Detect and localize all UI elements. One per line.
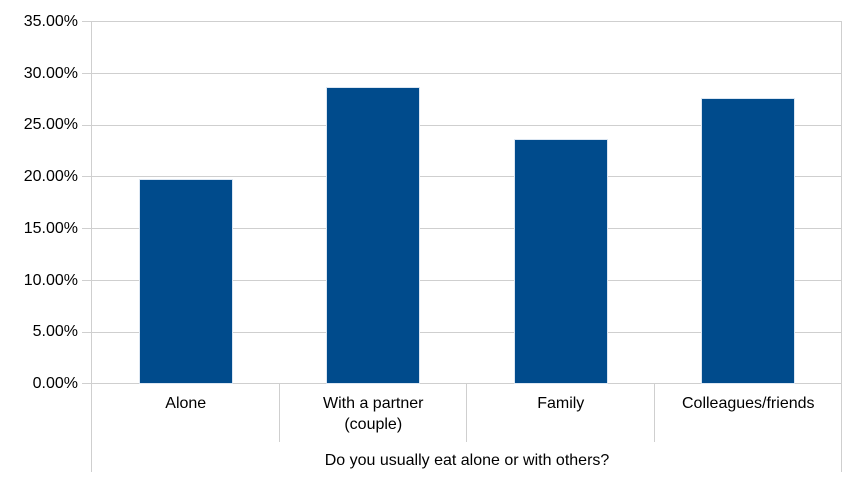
y-axis-tick-label: 0.00% [32,375,78,392]
y-axis-tick-label: 35.00% [23,13,78,30]
category-separator [653,384,655,442]
category-separator [278,384,280,442]
category-label: Colleagues/friends [681,395,815,412]
gridline [82,176,842,178]
bar [701,97,796,384]
category-label: With a partner (couple) [323,395,424,433]
category-separator [466,384,468,442]
y-axis-tick-label: 20.00% [23,168,78,186]
y-axis-tick-label: 30.00% [23,64,78,82]
bar [513,138,608,384]
y-axis-line [91,22,93,472]
gridline [82,228,842,230]
gridline [82,331,842,333]
y-axis-tick-label: 5.00% [32,323,78,341]
gridline [82,21,842,23]
gridline [82,383,842,385]
gridline [82,72,842,74]
y-axis-tick-label: 15.00% [23,219,78,237]
bar [138,179,233,384]
plot-right-border [841,22,843,472]
category-label: Alone [165,395,207,412]
gridline [82,124,842,126]
y-axis-tick-label: 10.00% [23,271,78,289]
category-label: Family [537,395,585,412]
gridline [82,279,842,281]
y-axis-tick-label: 25.00% [23,116,78,134]
x-axis-title: Do you usually eat alone or with others? [324,452,610,469]
bar [326,87,421,384]
